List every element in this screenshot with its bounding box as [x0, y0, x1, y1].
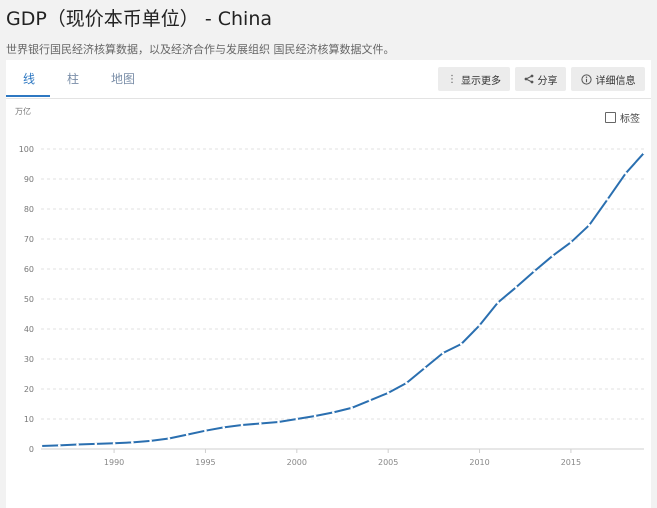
more-vertical-icon: ⋮	[447, 73, 457, 85]
data-point	[258, 422, 262, 425]
series-line	[40, 152, 645, 447]
data-point	[149, 439, 152, 443]
y-tick-label: 10	[24, 415, 34, 424]
tab-bar[interactable]: 柱	[67, 72, 80, 86]
data-point	[496, 301, 500, 304]
y-tick-label: 20	[24, 385, 34, 394]
details-button[interactable]: 详细信息	[571, 67, 645, 91]
data-point	[533, 269, 536, 273]
chart-card: 线 柱 地图 ⋮ 显示更多 分享 详细信息 万亿 标签 0 10 20 30 40 50 6…	[6, 60, 651, 508]
y-tick-label: 80	[24, 205, 34, 214]
share-label: 分享	[537, 75, 558, 87]
x-tick-label: 1995	[195, 458, 215, 467]
view-tabs: 线 柱 地图	[6, 60, 306, 98]
y-tick-label: 90	[24, 175, 34, 184]
tab-divider	[6, 98, 651, 99]
y-axis-unit: 万亿	[15, 107, 31, 116]
x-tick-label: 2010	[469, 458, 489, 467]
data-point	[112, 442, 116, 445]
data-point	[94, 442, 98, 446]
share-button[interactable]: 分享	[515, 67, 566, 91]
x-tick-label: 2015	[561, 458, 581, 467]
y-tick-label: 70	[24, 235, 34, 244]
data-point	[240, 423, 244, 427]
show-more-button[interactable]: ⋮ 显示更多	[438, 67, 510, 91]
data-point	[569, 241, 573, 244]
data-point	[332, 411, 335, 414]
data-point	[423, 366, 427, 370]
data-point	[441, 351, 445, 355]
share-icon	[524, 74, 533, 84]
info-icon	[580, 73, 592, 85]
y-tick-label: 100	[19, 145, 34, 154]
y-tick-label: 30	[24, 355, 34, 364]
data-point	[39, 444, 43, 448]
x-tick-label: 2005	[378, 458, 398, 467]
labels-toggle-label: 标签	[620, 114, 640, 125]
tab-map[interactable]: 地图	[111, 72, 136, 86]
y-tick-label: 0	[29, 445, 34, 454]
active-tab-indicator	[6, 95, 50, 97]
x-tick-label: 2000	[287, 458, 307, 467]
show-more-label: 显示更多	[461, 75, 501, 87]
data-point	[57, 444, 61, 447]
labels-toggle[interactable]: 标签	[605, 110, 640, 125]
data-point	[222, 426, 226, 429]
data-point	[277, 420, 280, 424]
data-point	[131, 441, 134, 444]
details-label: 详细信息	[595, 75, 636, 87]
data-point	[368, 399, 372, 402]
x-tick-label: 1990	[104, 458, 124, 467]
data-point	[313, 414, 317, 418]
data-point	[551, 254, 554, 258]
data-point	[514, 286, 518, 289]
data-point	[642, 151, 646, 155]
data-point	[76, 443, 79, 446]
data-point	[405, 381, 408, 385]
data-point	[459, 342, 463, 346]
data-point	[587, 223, 591, 227]
data-point	[295, 417, 299, 421]
data-point	[478, 324, 481, 327]
page-title: GDP（现价本币单位） - China	[6, 8, 273, 30]
data-point	[350, 406, 353, 410]
data-point	[624, 172, 628, 175]
gdp-line-chart: 0 10 20 30 40 50 60 70 80 90 100 1990 1995 2000 2005 20…	[19, 145, 646, 467]
y-tick-label: 50	[24, 295, 34, 304]
data-point	[167, 437, 171, 440]
data-point	[386, 391, 390, 395]
y-tick-label: 40	[24, 325, 34, 334]
data-point	[606, 198, 609, 201]
tab-line[interactable]: 线	[23, 72, 36, 86]
data-point	[185, 433, 189, 436]
y-tick-label: 60	[24, 265, 34, 274]
labels-checkbox[interactable]	[605, 112, 616, 123]
data-point	[204, 429, 207, 433]
page-subtitle: 世界银行国民经济核算数据，以及经济合作与发展组织 国民经济核算数据文件。	[6, 43, 395, 56]
